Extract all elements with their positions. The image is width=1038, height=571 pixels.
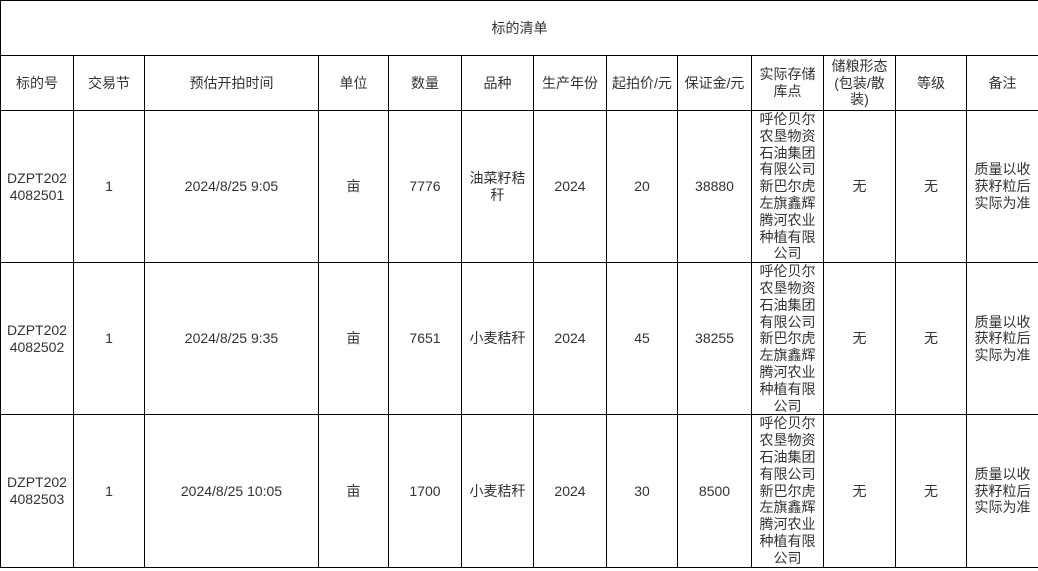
cell-remarks: 质量以收获籽粒后实际为准: [966, 414, 1038, 568]
cell-start-price: 45: [606, 262, 678, 416]
table-row: DZPT2024082502 1 2024/8/25 9:35 亩 7651 小…: [0, 262, 1038, 416]
cell-production-year: 2024: [533, 109, 607, 264]
column-header-session: 交易节: [73, 55, 145, 111]
table-row: DZPT2024082501 1 2024/8/25 9:05 亩 7776 油…: [0, 109, 1038, 264]
cell-start-time: 2024/8/25 10:05: [144, 414, 319, 568]
cell-variety: 小麦秸秆: [461, 414, 534, 568]
cell-target-no: DZPT2024082503: [0, 414, 74, 568]
cell-unit: 亩: [318, 109, 389, 264]
column-header-grade: 等级: [895, 55, 967, 111]
column-header-quantity: 数量: [388, 55, 462, 111]
column-header-storage-site: 实际存储库点: [751, 55, 824, 111]
column-header-start-price: 起拍价/元: [606, 55, 678, 111]
column-header-production-year: 生产年份: [533, 55, 607, 111]
column-header-grain-form: 储粮形态(包装/散装): [823, 55, 896, 111]
cell-unit: 亩: [318, 262, 389, 416]
cell-session: 1: [73, 414, 145, 568]
cell-production-year: 2024: [533, 414, 607, 568]
column-header-start-time: 预估开拍时间: [144, 55, 319, 111]
cell-grain-form: 无: [823, 414, 896, 568]
cell-variety: 小麦秸秆: [461, 262, 534, 416]
cell-start-price: 30: [606, 414, 678, 568]
cell-grade: 无: [895, 109, 967, 264]
cell-start-time: 2024/8/25 9:05: [144, 109, 319, 264]
cell-target-no: DZPT2024082502: [0, 262, 74, 416]
cell-variety: 油菜籽秸秆: [461, 109, 534, 264]
cell-storage-site: 呼伦贝尔农垦物资石油集团有限公司新巴尔虎左旗鑫辉腾河农业种植有限公司: [751, 109, 824, 264]
column-header-variety: 品种: [461, 55, 534, 111]
cell-grain-form: 无: [823, 262, 896, 416]
cell-remarks: 质量以收获籽粒后实际为准: [966, 109, 1038, 264]
cell-quantity: 7776: [388, 109, 462, 264]
cell-storage-site: 呼伦贝尔农垦物资石油集团有限公司新巴尔虎左旗鑫辉腾河农业种植有限公司: [751, 414, 824, 568]
cell-session: 1: [73, 262, 145, 416]
column-header-unit: 单位: [318, 55, 389, 111]
cell-start-time: 2024/8/25 9:35: [144, 262, 319, 416]
cell-grain-form: 无: [823, 109, 896, 264]
cell-unit: 亩: [318, 414, 389, 568]
cell-quantity: 1700: [388, 414, 462, 568]
cell-deposit: 8500: [677, 414, 752, 568]
cell-deposit: 38880: [677, 109, 752, 264]
column-header-target-no: 标的号: [0, 55, 74, 111]
column-header-remarks: 备注: [966, 55, 1038, 111]
table-title-row: 标的清单: [0, 0, 1038, 56]
page-title: 标的清单: [0, 0, 1038, 56]
cell-quantity: 7651: [388, 262, 462, 416]
cell-session: 1: [73, 109, 145, 264]
cell-grade: 无: [895, 414, 967, 568]
table-header-row: 标的号 交易节 预估开拍时间 单位 数量 品种 生产年份 起拍价/元 保证金/元…: [0, 55, 1038, 111]
cell-target-no: DZPT2024082501: [0, 109, 74, 264]
cell-grade: 无: [895, 262, 967, 416]
cell-production-year: 2024: [533, 262, 607, 416]
table-row: DZPT2024082503 1 2024/8/25 10:05 亩 1700 …: [0, 414, 1038, 568]
cell-storage-site: 呼伦贝尔农垦物资石油集团有限公司新巴尔虎左旗鑫辉腾河农业种植有限公司: [751, 262, 824, 416]
cell-start-price: 20: [606, 109, 678, 264]
cell-remarks: 质量以收获籽粒后实际为准: [966, 262, 1038, 416]
cell-deposit: 38255: [677, 262, 752, 416]
column-header-deposit: 保证金/元: [677, 55, 752, 111]
